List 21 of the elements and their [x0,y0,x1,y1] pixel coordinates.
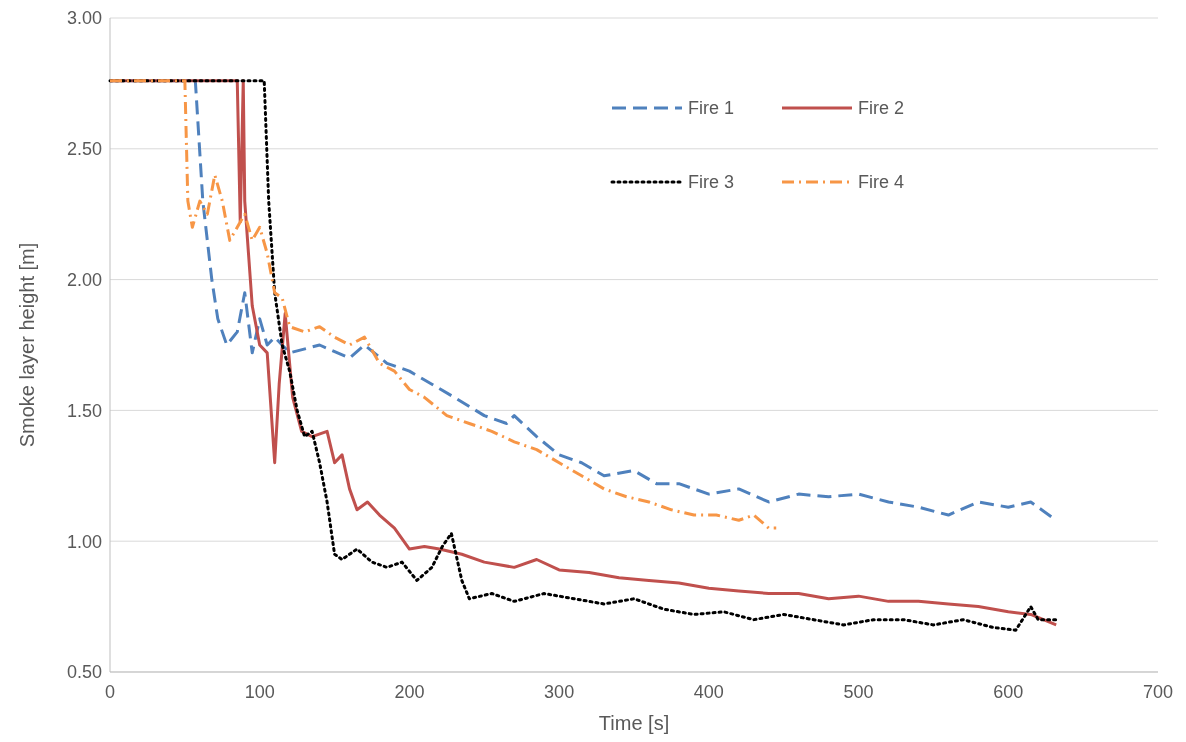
y-axis-title: Smoke layer height [m] [16,242,38,448]
x-tick-label: 400 [693,682,724,702]
x-tick-label: 700 [1142,682,1174,702]
legend-label: Fire 3 [688,172,735,193]
x-tick-label: 300 [544,682,575,702]
y-tick-label: 1.00 [66,531,102,552]
x-tick-label: 500 [843,682,874,702]
y-tick-label: 1.50 [66,400,102,421]
x-tick-label: 0 [104,682,116,702]
line-series [108,79,778,530]
x-tick-label: 200 [394,682,425,702]
y-tick-label: 3.00 [66,8,102,29]
y-tick-label: 2.00 [66,269,102,290]
legend-label: Fire 4 [858,172,905,193]
y-tick-label: 2.50 [66,139,102,160]
y-tick-label: 0.50 [66,662,102,683]
legend-label: Fire 2 [858,98,905,119]
x-tick-label: 600 [993,682,1024,702]
x-tick-label: 100 [244,682,275,702]
x-axis-title: Time [s] [598,712,670,734]
legend-label: Fire 1 [688,98,735,119]
